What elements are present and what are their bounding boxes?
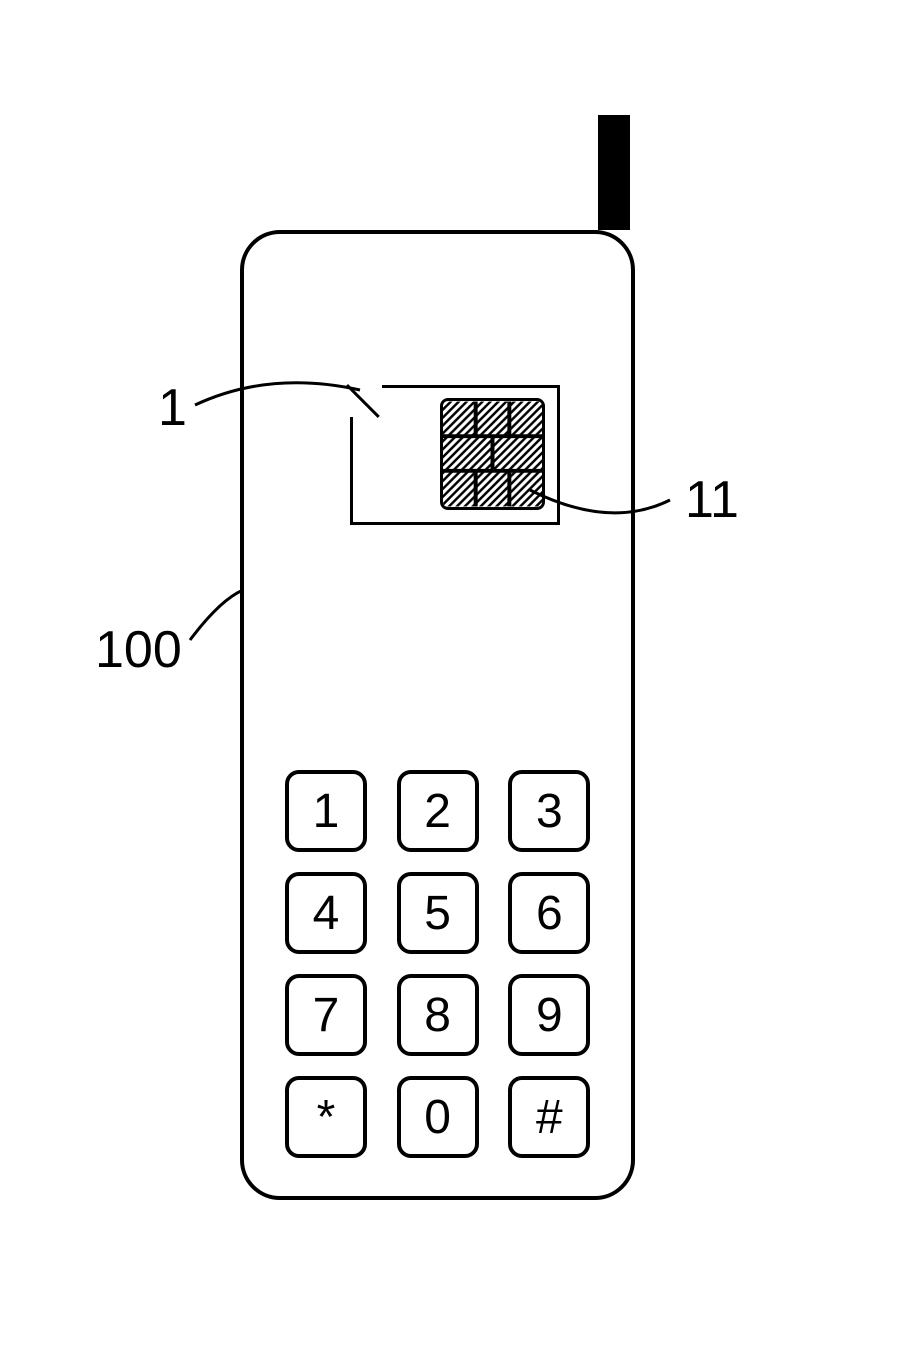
key-hash[interactable]: # bbox=[508, 1076, 590, 1158]
sim-notch-cover bbox=[347, 382, 382, 417]
antenna bbox=[598, 115, 630, 230]
key-3[interactable]: 3 bbox=[508, 770, 590, 852]
key-6[interactable]: 6 bbox=[508, 872, 590, 954]
keypad: 1 2 3 4 5 6 7 8 9 * 0 # bbox=[285, 770, 595, 1158]
key-9[interactable]: 9 bbox=[508, 974, 590, 1056]
key-0[interactable]: 0 bbox=[397, 1076, 479, 1158]
key-star[interactable]: * bbox=[285, 1076, 367, 1158]
key-7[interactable]: 7 bbox=[285, 974, 367, 1056]
label-phone: 100 bbox=[95, 620, 182, 680]
label-chip: 11 bbox=[685, 470, 739, 530]
key-8[interactable]: 8 bbox=[397, 974, 479, 1056]
label-sim: 1 bbox=[158, 378, 187, 438]
key-1[interactable]: 1 bbox=[285, 770, 367, 852]
sim-chip bbox=[440, 398, 545, 510]
key-4[interactable]: 4 bbox=[285, 872, 367, 954]
key-5[interactable]: 5 bbox=[397, 872, 479, 954]
key-2[interactable]: 2 bbox=[397, 770, 479, 852]
